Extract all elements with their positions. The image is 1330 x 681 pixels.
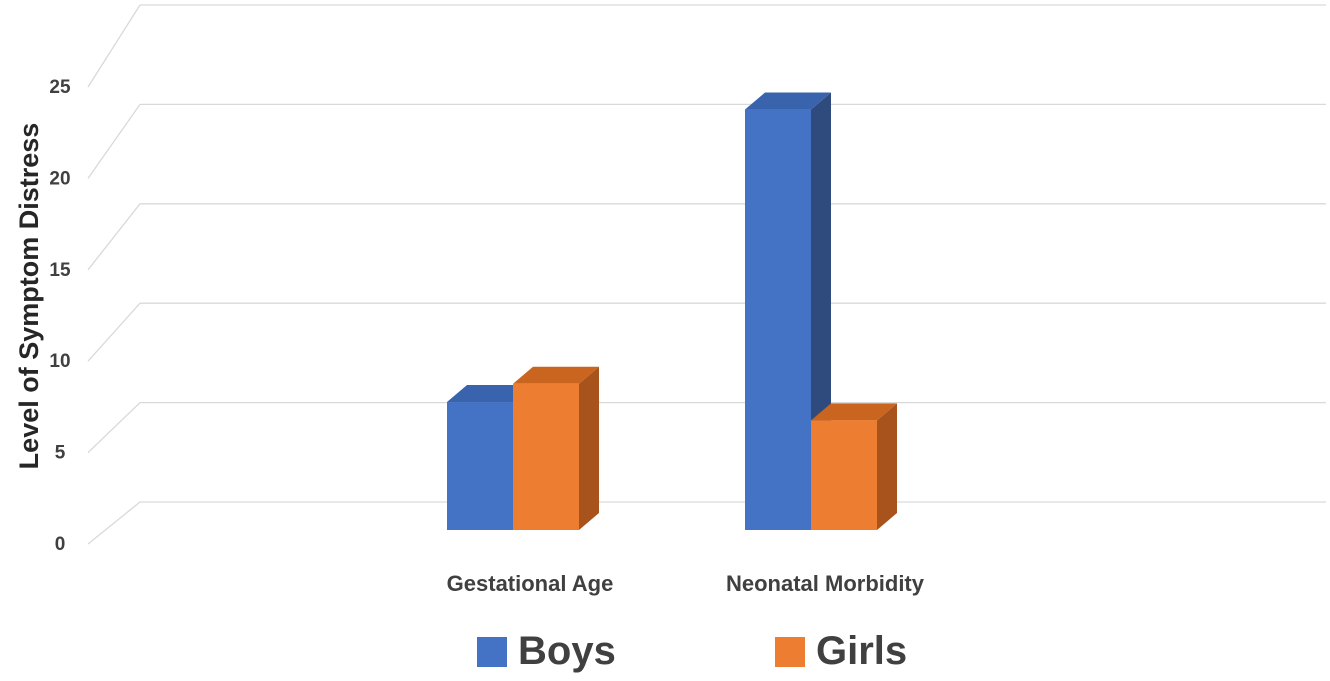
bar-top (811, 403, 897, 421)
bar-front (447, 402, 513, 530)
y-axis-ticks: 0 5 10 15 20 25 (49, 77, 71, 555)
y-tick-label: 20 (49, 168, 70, 189)
gridline-depth (87, 501, 141, 545)
y-tick-label: 25 (49, 77, 71, 98)
gridline-depth (87, 4, 141, 88)
legend-label: Girls (816, 629, 907, 673)
bar-top (513, 366, 599, 384)
bar-top (447, 385, 533, 403)
x-category-label: Neonatal Morbidity (726, 571, 925, 596)
bar-top (745, 92, 831, 110)
y-tick-label: 0 (55, 534, 66, 555)
bar-front (745, 109, 811, 530)
legend-item-girls: Girls (775, 629, 907, 673)
bar-front (811, 420, 877, 530)
gridline-depth (87, 302, 141, 362)
bar-girls-neonatal-morbidity (811, 403, 897, 530)
bar-side (579, 366, 599, 530)
x-axis-categories: Gestational Age Neonatal Morbidity (447, 571, 925, 596)
legend-label: Boys (518, 629, 616, 673)
gridline-depth (87, 402, 141, 454)
legend-swatch (477, 637, 507, 667)
legend-swatch (775, 637, 805, 667)
gridlines (87, 4, 1326, 545)
y-tick-label: 5 (55, 443, 66, 464)
bar-girls-gestational-age (513, 366, 599, 530)
y-tick-label: 10 (49, 351, 70, 372)
bar-front (513, 383, 579, 530)
legend-item-boys: Boys (477, 629, 616, 673)
gridline-depth (87, 203, 141, 271)
y-axis-label: Level of Symptom Distress (14, 123, 44, 470)
legend: Boys Girls (477, 629, 907, 673)
y-tick-label: 15 (49, 260, 71, 281)
bar-side (877, 403, 897, 530)
gridline-depth (87, 104, 141, 179)
bars (447, 92, 897, 530)
x-category-label: Gestational Age (447, 571, 614, 596)
